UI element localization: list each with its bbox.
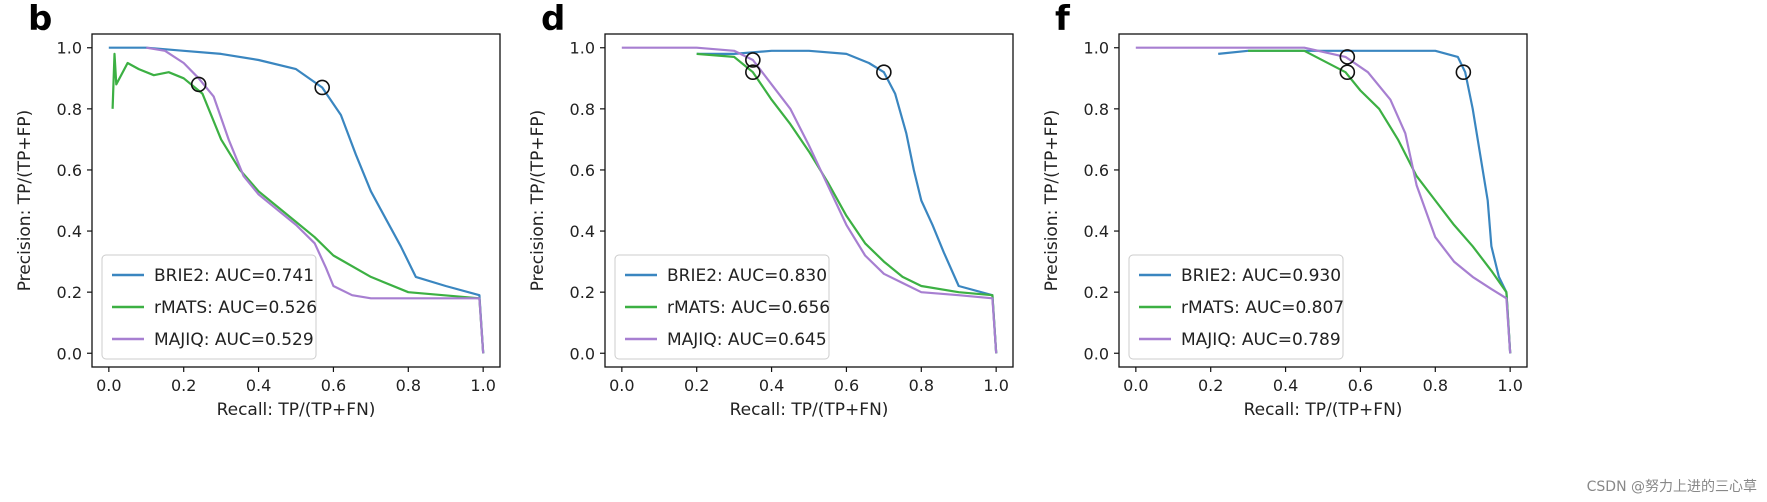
x-tick-label: 0.0	[609, 376, 634, 395]
y-tick-label: 0.4	[570, 222, 595, 241]
legend-label-rmats: rMATS: AUC=0.656	[667, 298, 830, 318]
series-line-majiq	[621, 46, 998, 354]
y-tick-label: 0.0	[1084, 344, 1109, 363]
series-line-brie2	[1218, 49, 1512, 354]
y-tick-label: 1.0	[1084, 39, 1109, 58]
x-axis-label: Recall: TP/(TP+FN)	[730, 400, 889, 420]
y-tick-label: 0.4	[1084, 222, 1109, 241]
panel-letter: f	[1055, 0, 1071, 39]
x-tick-label: 1.0	[1497, 376, 1522, 395]
x-tick-label: 0.0	[96, 376, 121, 395]
y-axis-label: Precision: TP/(TP+FP)	[1042, 110, 1062, 292]
y-tick-label: 0.6	[1084, 161, 1109, 180]
x-tick-label: 0.8	[1423, 376, 1448, 395]
threshold-marker	[1455, 64, 1472, 80]
x-tick-label: 0.8	[396, 376, 421, 395]
legend-label-rmats: rMATS: AUC=0.526	[154, 298, 317, 318]
x-axis-label: Recall: TP/(TP+FN)	[1244, 400, 1403, 420]
x-tick-label: 0.6	[321, 376, 346, 395]
x-tick-label: 0.6	[834, 376, 859, 395]
y-axis-label: Precision: TP/(TP+FP)	[15, 110, 35, 292]
legend-box	[101, 254, 317, 360]
panel-letter: d	[541, 0, 565, 39]
series-line-rmats	[696, 52, 998, 354]
y-tick-label: 0.2	[1084, 283, 1109, 302]
threshold-marker	[745, 64, 761, 80]
y-tick-label: 1.0	[570, 39, 595, 58]
x-tick-label: 0.2	[684, 376, 709, 395]
y-tick-label: 0.0	[57, 344, 82, 363]
legend-label-majiq: MAJIQ: AUC=0.529	[154, 330, 314, 350]
y-tick-label: 0.8	[570, 100, 595, 119]
x-tick-label: 0.4	[1273, 376, 1298, 395]
x-tick-label: 0.0	[1123, 376, 1148, 395]
legend-box	[614, 254, 830, 360]
threshold-marker	[745, 52, 761, 68]
x-tick-label: 1.0	[983, 376, 1008, 395]
panel-letter: b	[28, 0, 52, 39]
chart-panel-b: b 0.0 0.2 0.4 0.6 0.8 1.0 0.0 0.2 0.4 0.6 0.8 1.0 Rec…	[15, 0, 501, 420]
series-line-majiq	[146, 46, 485, 354]
threshold-marker	[190, 76, 207, 93]
axes-frame	[1118, 33, 1528, 368]
y-tick-label: 0.6	[57, 161, 82, 180]
threshold-marker	[876, 64, 892, 80]
legend-label-brie2: BRIE2: AUC=0.930	[1181, 266, 1341, 286]
x-tick-label: 0.8	[909, 376, 934, 395]
y-tick-label: 0.0	[570, 344, 595, 363]
x-tick-label: 0.2	[1198, 376, 1223, 395]
y-tick-label: 0.4	[57, 222, 82, 241]
threshold-marker	[1339, 49, 1356, 65]
legend-label-brie2: BRIE2: AUC=0.741	[154, 266, 314, 286]
series-line-rmats	[111, 52, 485, 354]
y-tick-label: 0.8	[1084, 100, 1109, 119]
threshold-marker	[1339, 64, 1356, 80]
axes-frame	[604, 33, 1014, 368]
legend-label-majiq: MAJIQ: AUC=0.645	[667, 330, 827, 350]
watermark-text: CSDN @努力上进的三心草	[1586, 479, 1757, 495]
series-line-majiq	[1135, 46, 1512, 354]
series-line-brie2	[108, 46, 485, 354]
legend-label-majiq: MAJIQ: AUC=0.789	[1181, 330, 1341, 350]
legend-box	[1128, 254, 1344, 360]
x-tick-label: 0.6	[1348, 376, 1373, 395]
y-tick-label: 0.2	[570, 283, 595, 302]
y-tick-label: 0.2	[57, 283, 82, 302]
series-line-brie2	[696, 49, 998, 354]
legend-label-brie2: BRIE2: AUC=0.830	[667, 266, 827, 286]
x-tick-label: 0.2	[171, 376, 196, 395]
threshold-marker	[314, 79, 331, 96]
y-tick-label: 0.8	[57, 100, 82, 119]
x-tick-label: 0.4	[759, 376, 784, 395]
x-axis-label: Recall: TP/(TP+FN)	[217, 400, 376, 420]
y-tick-label: 0.6	[570, 161, 595, 180]
chart-panel-d: d 0.0 0.2 0.4 0.6 0.8 1.0 0.0 0.2 0.4 0.6 0.8 1.0 Rec…	[528, 0, 1014, 420]
x-tick-label: 0.4	[246, 376, 271, 395]
chart-panel-f: f 0.0 0.2 0.4 0.6 0.8 1.0 0.0 0.2 0.4 0.6 0.8 1.0 Rec…	[1042, 0, 1528, 420]
axes-frame	[91, 33, 501, 368]
legend-label-rmats: rMATS: AUC=0.807	[1181, 298, 1344, 318]
series-line-rmats	[1248, 49, 1512, 354]
y-axis-label: Precision: TP/(TP+FP)	[528, 110, 548, 292]
x-tick-label: 1.0	[470, 376, 495, 395]
y-tick-label: 1.0	[57, 39, 82, 58]
